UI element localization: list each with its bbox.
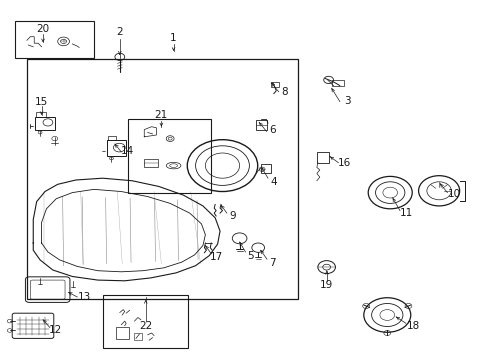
- Bar: [107, 136, 116, 140]
- Bar: [144, 159, 158, 167]
- Text: 3: 3: [343, 96, 350, 106]
- Text: 5: 5: [247, 251, 254, 261]
- Text: 10: 10: [447, 189, 460, 199]
- Bar: [316, 152, 328, 163]
- Bar: [15, 21, 94, 58]
- Text: 22: 22: [139, 321, 152, 331]
- Text: 7: 7: [268, 258, 275, 268]
- Text: 13: 13: [77, 292, 91, 302]
- Text: 16: 16: [337, 158, 351, 168]
- Bar: [128, 119, 211, 193]
- Text: 4: 4: [270, 177, 277, 187]
- Text: 6: 6: [269, 125, 276, 135]
- Text: 12: 12: [48, 325, 62, 336]
- Bar: [134, 333, 142, 340]
- Bar: [331, 80, 343, 86]
- Bar: [36, 112, 46, 117]
- Bar: [27, 59, 298, 299]
- Text: 14: 14: [120, 146, 134, 156]
- Bar: [255, 120, 266, 130]
- Text: 9: 9: [228, 211, 235, 221]
- Text: 20: 20: [37, 24, 49, 34]
- Bar: [271, 82, 279, 87]
- Text: 11: 11: [399, 208, 413, 218]
- Text: 19: 19: [319, 280, 333, 290]
- Text: 21: 21: [154, 110, 168, 120]
- Bar: [260, 164, 271, 173]
- Text: 17: 17: [209, 252, 223, 262]
- Text: 15: 15: [35, 96, 48, 107]
- Text: 1: 1: [170, 33, 177, 43]
- Bar: [102, 295, 188, 348]
- Bar: [106, 140, 126, 156]
- Bar: [35, 117, 55, 130]
- Text: 8: 8: [281, 87, 287, 97]
- Bar: [116, 327, 128, 339]
- Text: 2: 2: [116, 27, 123, 37]
- Text: 18: 18: [406, 321, 419, 331]
